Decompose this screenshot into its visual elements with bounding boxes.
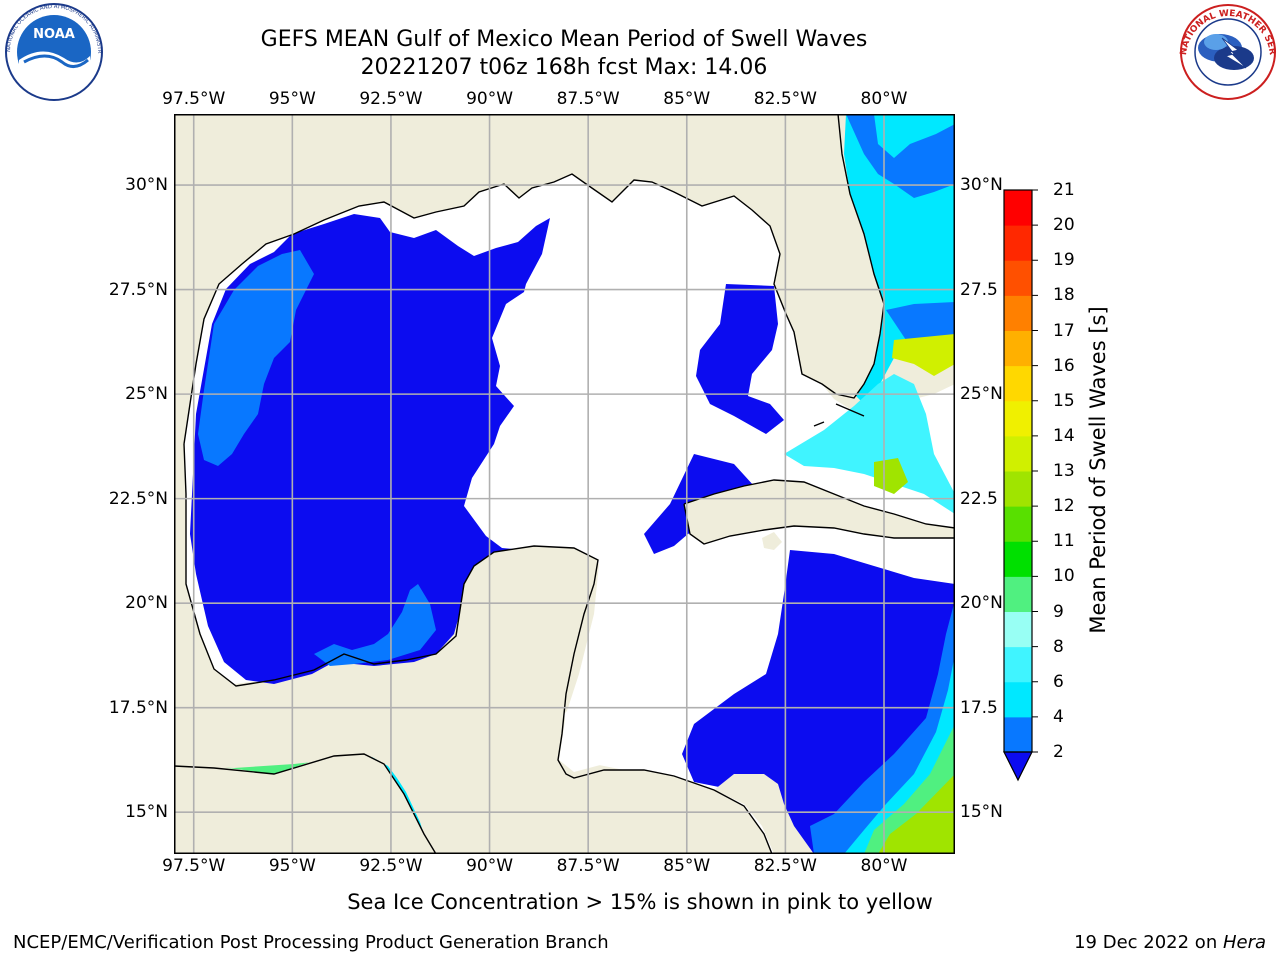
lat-tick-label-right: 30°N bbox=[960, 175, 1003, 196]
colorbar-tick-label: 9 bbox=[1053, 601, 1064, 622]
lon-tick-label-top: 80°W bbox=[860, 89, 908, 109]
colorbar-tick-label: 12 bbox=[1053, 496, 1075, 517]
colorbar-segment bbox=[1004, 471, 1032, 507]
noaa-logo-text: NOAA bbox=[33, 27, 75, 42]
footer-date-text: 19 Dec 2022 on bbox=[1074, 932, 1223, 953]
colorbar-segment bbox=[1004, 295, 1032, 331]
lon-tick-label-bottom: 97.5°W bbox=[162, 856, 226, 876]
swell-band-4-6s-atlantic bbox=[846, 114, 955, 198]
swell-band-4-6s-west-gulf bbox=[198, 250, 314, 466]
lat-tick-label-left: 20°N bbox=[125, 593, 168, 614]
colorbar-segment bbox=[1004, 260, 1032, 296]
coastline-mexico bbox=[183, 443, 773, 854]
lat-tick-label-left: 30°N bbox=[125, 175, 168, 196]
map-panel bbox=[174, 114, 955, 854]
colorbar-segment bbox=[1004, 541, 1032, 577]
colorbar-tick-label: 21 bbox=[1053, 180, 1075, 200]
lon-tick-label-bottom: 92.5°W bbox=[359, 856, 423, 876]
colorbar-tick-label: 18 bbox=[1053, 285, 1075, 306]
colorbar-tick-label: 14 bbox=[1053, 425, 1075, 446]
lat-tick-label-left: 27.5°N bbox=[108, 279, 168, 300]
swell-band-4-6s-south-gulf bbox=[314, 584, 436, 666]
footer-date: 19 Dec 2022 on Hera bbox=[1074, 932, 1266, 953]
colorbar-segment bbox=[1004, 400, 1032, 437]
lat-tick-label-left: 22.5°N bbox=[108, 488, 168, 509]
lon-tick-label-top: 82.5°W bbox=[753, 89, 817, 109]
colorbar-segment bbox=[1004, 681, 1032, 718]
swell-band-10-11s-caribbean bbox=[864, 724, 955, 854]
colorbar-segment bbox=[1004, 365, 1032, 402]
lon-tick-label-bottom: 95°W bbox=[268, 856, 316, 876]
nws-logo: NATIONAL WEATHER SERVICE bbox=[1173, 0, 1280, 102]
swell-period-map bbox=[174, 114, 955, 854]
colorbar-tick-label: 10 bbox=[1053, 566, 1075, 587]
colorbar-segment bbox=[1004, 435, 1032, 472]
noaa-logo: NOAA NATIONAL OCEANIC AND ATMOSPHERIC AD… bbox=[0, 0, 106, 102]
colorbar-segment bbox=[1004, 576, 1032, 612]
lon-tick-label-top: 90°W bbox=[466, 89, 514, 109]
swell-band-12-13s-bahamas bbox=[874, 458, 908, 494]
colorbar-tick-label: 20 bbox=[1053, 215, 1075, 236]
colorbar-segment bbox=[1004, 611, 1032, 648]
colorbar-tick-label: 6 bbox=[1053, 671, 1064, 692]
colorbar-segment bbox=[1004, 646, 1032, 683]
lon-tick-label-top: 92.5°W bbox=[359, 89, 423, 109]
lon-tick-label-bottom: 80°W bbox=[860, 856, 908, 876]
lon-tick-label-top: 85°W bbox=[663, 89, 711, 109]
map-title: GEFS MEAN Gulf of Mexico Mean Period of … bbox=[260, 27, 868, 52]
lat-tick-label-right: 22.5 bbox=[960, 488, 998, 509]
colorbar-tick-label: 2 bbox=[1053, 742, 1064, 762]
coastline-pacific bbox=[174, 753, 437, 854]
lon-tick-label-bottom: 87.5°W bbox=[556, 856, 620, 876]
land-yucatan bbox=[364, 546, 772, 854]
lat-tick-label-left: 15°N bbox=[125, 802, 168, 823]
colorbar-tick-label: 13 bbox=[1053, 461, 1075, 481]
colorbar-tick-label: 15 bbox=[1053, 390, 1075, 411]
coastline-cuba bbox=[683, 479, 955, 545]
lat-tick-label-left: 17.5°N bbox=[108, 697, 168, 718]
lat-tick-label-right: 27.5 bbox=[960, 279, 998, 300]
coastline-florida-keys bbox=[813, 403, 865, 427]
swell-band-12-14s-atlantic bbox=[892, 334, 955, 376]
colorbar-segment bbox=[1004, 716, 1032, 753]
sea-ice-note: Sea Ice Concentration > 15% is shown in … bbox=[347, 890, 933, 914]
colorbar-segment bbox=[1004, 506, 1032, 542]
colorbar-segment bbox=[1004, 190, 1032, 226]
map-subtitle-forecast: 20221207 t06z 168h fcst Max: 14.06 bbox=[360, 55, 768, 80]
lon-tick-label-top: 87.5°W bbox=[556, 89, 620, 109]
lon-tick-label-bottom: 85°W bbox=[663, 856, 711, 876]
colorbar-tick-label: 19 bbox=[1053, 250, 1075, 271]
map-gridlines bbox=[174, 114, 955, 854]
colorbar-segment bbox=[1004, 225, 1032, 261]
lat-tick-label-left: 25°N bbox=[125, 384, 168, 405]
footer-host: Hera bbox=[1222, 932, 1266, 953]
colorbar-tick-label: 8 bbox=[1053, 636, 1064, 657]
land-central-america bbox=[714, 774, 814, 854]
lon-tick-label-top: 97.5°W bbox=[162, 89, 226, 109]
land-isla-juventud bbox=[762, 532, 782, 550]
land-mexico-west bbox=[174, 114, 436, 854]
map-frame bbox=[174, 114, 955, 854]
land-us-gulf-coast bbox=[174, 114, 694, 444]
lat-tick-label-right: 20°N bbox=[960, 593, 1003, 614]
colorbar-label: Mean Period of Swell Waves [s] bbox=[1086, 306, 1110, 634]
colorbar-tick-label: 4 bbox=[1053, 706, 1064, 727]
colorbar-tick-label: 17 bbox=[1053, 320, 1075, 341]
colorbar-tick-label: 16 bbox=[1053, 355, 1075, 376]
coastline-us bbox=[183, 114, 885, 445]
colorbar-segment bbox=[1004, 330, 1032, 367]
lat-tick-label-right: 17.5 bbox=[960, 697, 998, 718]
lon-tick-label-top: 95°W bbox=[268, 89, 316, 109]
colorbar-extend-arrow bbox=[1003, 751, 1033, 782]
lon-tick-label-bottom: 82.5°W bbox=[753, 856, 817, 876]
lat-tick-label-right: 25°N bbox=[960, 384, 1003, 405]
colorbar-tick-label: 11 bbox=[1053, 531, 1075, 552]
footer-credit: NCEP/EMC/Verification Post Processing Pr… bbox=[13, 932, 609, 953]
lat-tick-label-right: 15°N bbox=[960, 802, 1003, 823]
swell-band-2-4s-east-gulf bbox=[696, 284, 784, 434]
land-cuba bbox=[684, 480, 955, 544]
colorbar bbox=[996, 182, 1046, 782]
lon-tick-label-bottom: 90°W bbox=[466, 856, 514, 876]
swell-band-6-8s-florida-straits bbox=[784, 374, 955, 514]
